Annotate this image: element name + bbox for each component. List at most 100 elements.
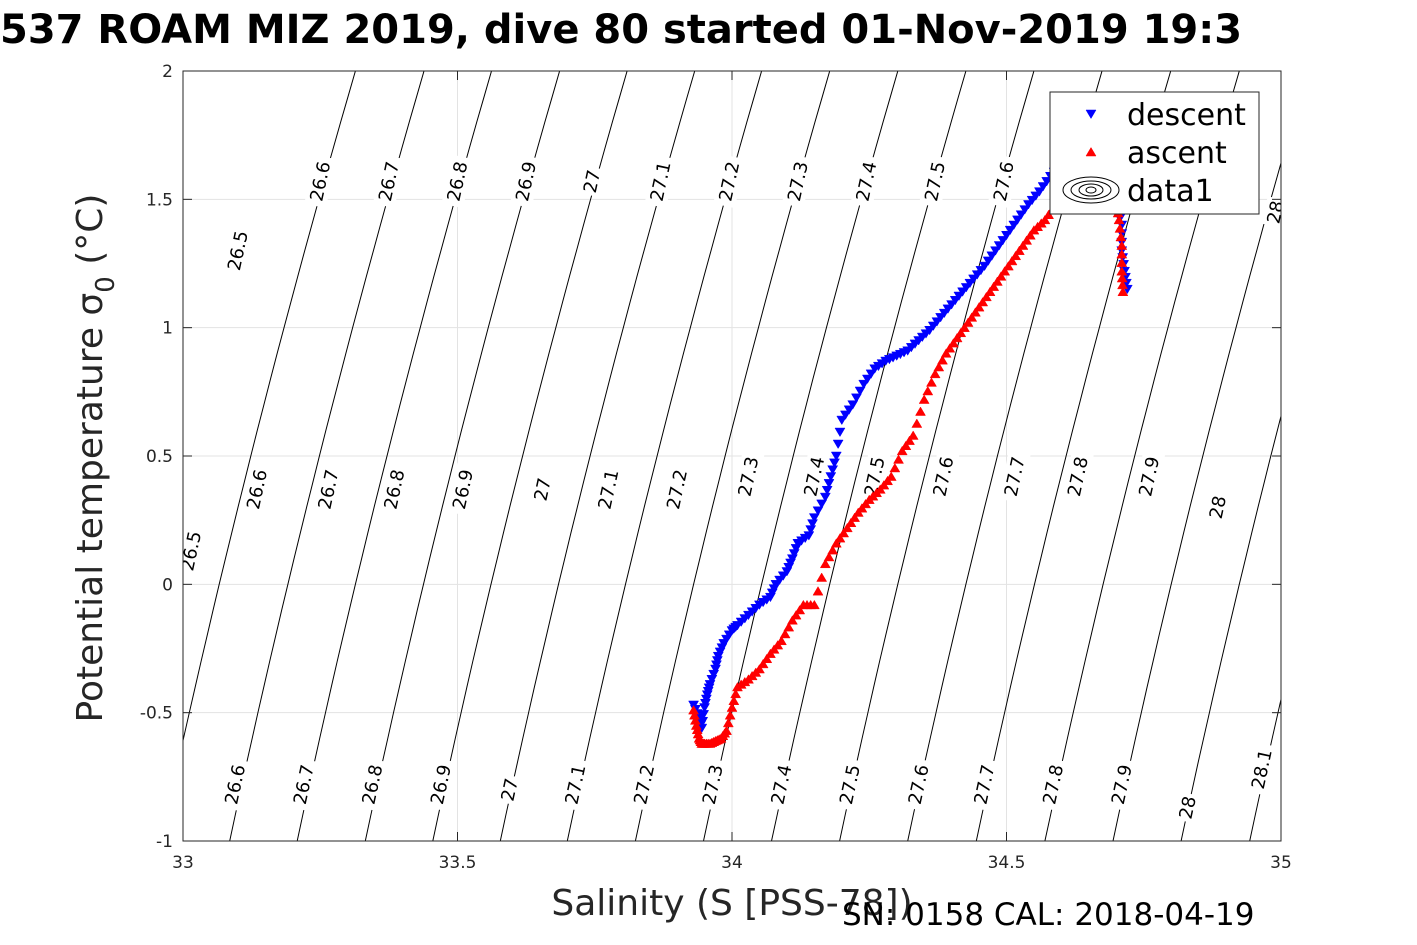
ascent-point xyxy=(721,725,732,735)
ascent-point xyxy=(984,286,996,296)
legend-label-data1: data1 xyxy=(1127,174,1214,209)
contour-label: 27.8 xyxy=(1039,763,1068,807)
ascent-point xyxy=(944,343,956,353)
contour-label-bg xyxy=(287,757,320,812)
ascent-point xyxy=(823,551,835,562)
descent-point xyxy=(1004,225,1016,236)
contour-label: 27.3 xyxy=(735,455,764,499)
contour-label-group: 27.3 xyxy=(781,154,814,209)
contour-label: 27.5 xyxy=(836,763,865,807)
descent-point xyxy=(821,485,833,496)
contour-label-group: 27.2 xyxy=(661,462,694,517)
ascent-point xyxy=(973,302,985,312)
contour-label-bg xyxy=(661,462,694,517)
descent-point xyxy=(986,251,998,261)
contour-label: 28.1 xyxy=(1248,747,1277,791)
descent-point xyxy=(832,439,844,450)
ascent-point xyxy=(834,533,846,543)
ascent-point xyxy=(808,599,820,610)
contour-label-bg xyxy=(304,154,337,209)
ascent-point xyxy=(980,291,992,302)
ascent-point xyxy=(904,435,915,445)
ascent-point xyxy=(841,522,853,533)
contour-label-bg xyxy=(1245,742,1278,796)
contour-label: 27.6 xyxy=(990,160,1019,204)
legend-contour-icon xyxy=(1062,176,1120,204)
ascent-point xyxy=(812,586,824,596)
contour-label: 27.6 xyxy=(905,763,934,807)
y-axis-label-subscript: 0 xyxy=(91,276,121,293)
ascent-point xyxy=(889,462,901,473)
contour-label-group: 26.5 xyxy=(183,524,208,578)
ascent-point xyxy=(783,622,795,632)
ascent-point xyxy=(893,454,904,464)
contour-label-group: 27.6 xyxy=(987,154,1020,209)
contour-label: 26.7 xyxy=(290,763,319,807)
ascent-point xyxy=(1113,214,1125,225)
contour-label-group: 26.9 xyxy=(447,462,479,517)
contour-label: 27.7 xyxy=(1001,455,1030,499)
ascent-point xyxy=(947,338,959,348)
contour-label-bg xyxy=(713,154,746,209)
descent-point xyxy=(997,236,1009,246)
y-axis-label-sigma: σ xyxy=(70,293,111,316)
y-tick-label: 0 xyxy=(162,575,173,595)
y-tick-label: -1 xyxy=(156,832,173,852)
contour-label-bg xyxy=(968,757,1001,812)
ascent-point xyxy=(907,430,919,440)
contour-label: 26.9 xyxy=(449,468,478,512)
ascent-point xyxy=(790,610,802,620)
descent-point xyxy=(1001,231,1012,241)
ascent-point xyxy=(911,418,923,428)
contour-label-group: 27.1 xyxy=(592,462,625,517)
contour-label-bg xyxy=(987,154,1020,209)
ascent-point xyxy=(819,558,831,569)
descent-point xyxy=(865,369,877,379)
contour-line-26.9 xyxy=(432,71,628,841)
ascent-point xyxy=(1116,240,1128,250)
contour-label-group: 27 xyxy=(496,773,524,806)
ascent-point xyxy=(999,266,1011,276)
legend-contour-icon xyxy=(1078,183,1104,197)
ascent-point xyxy=(726,702,738,712)
contour-label-bg xyxy=(578,165,606,198)
descent-point xyxy=(807,519,818,529)
contour-label-bg xyxy=(1174,791,1202,824)
y-axis-label-main: Potential temperature xyxy=(70,316,111,723)
contour-label: 28 xyxy=(1206,494,1231,521)
contour-label-group: 27.2 xyxy=(628,757,661,812)
contour-label: 27.1 xyxy=(562,763,591,807)
contour-label-group: 28 xyxy=(1174,791,1202,824)
contour-label-bg xyxy=(1133,449,1166,504)
ascent-point xyxy=(730,688,742,699)
contour-label-bg xyxy=(496,773,524,806)
contour-label: 27.5 xyxy=(921,160,950,204)
contour-label-group: 27.4 xyxy=(850,154,883,209)
descent-point xyxy=(861,374,873,384)
contour-label-group: 27.9 xyxy=(1133,449,1166,504)
descent-point xyxy=(803,531,815,541)
contour-label-group: 26.5 xyxy=(221,223,254,278)
ascent-point xyxy=(827,545,839,555)
descent-point xyxy=(830,451,842,461)
contour-label-bg xyxy=(441,154,474,209)
y-tick-label: 1.5 xyxy=(146,190,173,210)
contour-label-group: 27.6 xyxy=(902,757,935,812)
contour-label: 27 xyxy=(580,168,605,195)
descent-point xyxy=(840,410,851,420)
ascent-point xyxy=(915,406,926,416)
ascent-point xyxy=(995,271,1007,281)
ascent-point xyxy=(900,440,912,450)
contour-label-bg xyxy=(781,154,814,209)
descent-point xyxy=(812,506,824,516)
contour-label-bg xyxy=(425,757,457,812)
ascent-point xyxy=(929,368,941,379)
contour-label: 26.6 xyxy=(243,468,272,512)
descent-point xyxy=(843,405,855,415)
contour-label-group: 26.8 xyxy=(356,757,389,812)
contour-label-group: 27.3 xyxy=(732,449,765,504)
data-series xyxy=(688,143,1133,748)
legend-label-ascent: ascent xyxy=(1127,136,1227,171)
